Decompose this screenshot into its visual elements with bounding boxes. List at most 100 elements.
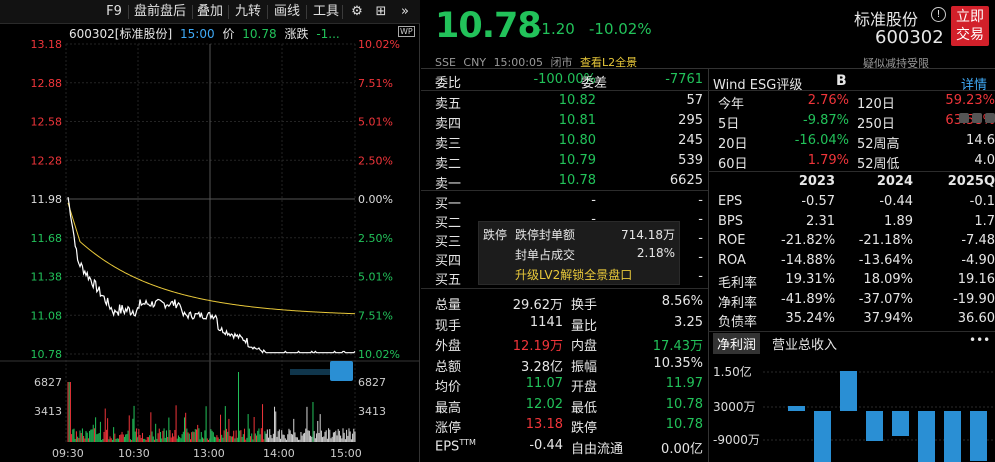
weicha-value: -7761 — [665, 72, 703, 87]
currency: CNY — [463, 56, 487, 69]
fin-value: -37.07% — [858, 291, 913, 307]
intraday-chart[interactable]: 13.18 10.02% 12.88 7.51% 12.58 5.01% 12.28 2.50… — [0, 24, 420, 462]
sell-volume: 6625 — [669, 173, 703, 188]
ttm-superscript: TTM — [459, 437, 476, 447]
sell-price: 10.80 — [558, 133, 596, 148]
pct-tick-label: 7.51% — [358, 309, 393, 322]
price-tick-label: 12.88 — [31, 77, 63, 90]
exchange: SSE — [435, 56, 456, 69]
stat-value-right: 10.35% — [653, 355, 703, 371]
fin-value: -0.1 — [969, 194, 995, 209]
stat-value: -0.44 — [529, 437, 563, 453]
perf-value: 2.76% — [807, 93, 849, 108]
tools-button[interactable]: 工具 — [312, 4, 339, 19]
plus-icon[interactable] — [985, 113, 995, 123]
chart-code: 600302[标准股份] — [69, 27, 173, 41]
price-tick-label: 11.08 — [31, 309, 63, 322]
chart-change-label: 涨跌 — [284, 27, 309, 41]
netprofit-bar — [840, 371, 857, 411]
sell-volume: 57 — [686, 93, 703, 108]
webi-label: 委比 — [435, 76, 462, 91]
esg-label: Wind ESG评级 — [713, 78, 803, 93]
fin-value: 37.94% — [863, 311, 913, 326]
settings-gear-icon[interactable]: ⚙ — [351, 4, 363, 19]
price-tick-label: 10.78 — [31, 348, 63, 361]
grid-icon[interactable]: ⊞ — [375, 4, 387, 19]
time-tick-label: 10:30 — [118, 447, 150, 460]
tab-net-profit[interactable]: 净利润 — [713, 333, 761, 354]
chart-toolbar: F9 盘前盘后 叠加 九转 画线 工具 ⚙ ⊞ » — [0, 0, 420, 24]
stat-value: 13.18 — [525, 417, 563, 432]
share-icon[interactable] — [959, 113, 969, 123]
fin-row-label: 负债率 — [718, 315, 758, 330]
limit-down-popup[interactable]: 跌停 跌停封单额 714.18万 封单占成交 2.18% 升级LV2解锁全景盘口 — [478, 221, 680, 285]
fin-value: -41.89% — [781, 291, 836, 307]
stat-label-right: 最低 — [571, 400, 598, 416]
f9-button[interactable]: F9 — [106, 4, 122, 19]
sell-price: 10.79 — [558, 153, 596, 168]
info-icon[interactable]: ! — [931, 7, 946, 22]
stock-code: 600302 — [875, 27, 944, 48]
fin-year-header: 2025Q — [947, 174, 995, 189]
trade-now-button[interactable]: 立即交易 — [951, 6, 989, 46]
perf-label: 60日 — [718, 157, 748, 172]
perf-value: -16.04% — [794, 133, 849, 148]
stat-label: 总量 — [435, 298, 462, 313]
l2-link[interactable]: 查看L2全景 — [579, 56, 638, 69]
buy-level-label: 买五 — [435, 273, 462, 288]
bell-icon[interactable] — [972, 113, 982, 123]
netprofit-bar — [892, 411, 909, 436]
sell-volume: 245 — [678, 133, 703, 148]
perf-value-right: 4.0 — [974, 153, 995, 168]
sell-level-label: 卖四 — [435, 117, 462, 132]
pct-tick-label: 2.50% — [358, 154, 393, 167]
perf-value: -9.87% — [803, 113, 849, 128]
price-tick-label: 11.98 — [31, 193, 63, 206]
stat-label: 涨停 — [435, 421, 462, 436]
premarket-button[interactable]: 盘前盘后 — [133, 4, 186, 19]
stat-label: 均价 — [435, 380, 462, 395]
netprofit-bar — [970, 411, 987, 461]
netprofit-more-icon[interactable]: ••• — [969, 333, 991, 347]
buy-level-label: 买三 — [435, 235, 462, 250]
price-change-pct: -10.02% — [589, 20, 652, 38]
perf-label-right: 120日 — [857, 97, 895, 112]
collapse-icon[interactable]: » — [401, 4, 409, 19]
fin-value: 1.7 — [974, 213, 995, 229]
volume-tick-label-right: 3413 — [358, 405, 386, 418]
tab-revenue[interactable]: 营业总收入 — [772, 338, 838, 353]
overlay-button[interactable]: 叠加 — [196, 4, 223, 19]
price-tick-label: 11.68 — [31, 232, 63, 245]
time-tick-label: 13:00 — [193, 447, 225, 460]
time-tick-label: 09:30 — [52, 447, 84, 460]
market-status: 闭市 — [550, 56, 573, 69]
nine-turn-button[interactable]: 九转 — [234, 4, 261, 19]
stat-label-right: 振幅 — [571, 359, 598, 375]
esg-detail-link[interactable]: 详情 — [961, 78, 988, 93]
netprofit-bar — [788, 406, 805, 411]
perf-side-icons — [959, 113, 995, 125]
stat-label-right: 内盘 — [571, 339, 598, 354]
sell-level-label: 卖三 — [435, 137, 462, 152]
chart-time: 15:00 — [180, 27, 215, 41]
seal-amount-value: 714.18万 — [621, 228, 675, 242]
stat-value-right: 3.25 — [674, 314, 703, 330]
chart-change: -1... — [316, 27, 340, 41]
wp-badge[interactable]: WP — [398, 26, 415, 37]
blue-marker-trail — [290, 369, 330, 375]
stat-value-right: 17.43万 — [652, 339, 703, 354]
fin-value: -0.57 — [801, 194, 835, 209]
fin-year-header: 2023 — [798, 174, 835, 189]
net-profit-chart: 1.50亿 3000万 -9000万 — [713, 364, 995, 462]
price-tick-label: 12.28 — [31, 154, 63, 167]
stat-label-right: 量比 — [571, 318, 598, 334]
draw-line-button[interactable]: 画线 — [273, 4, 300, 19]
stat-label-right: 开盘 — [571, 380, 598, 395]
buy-price: - — [591, 212, 596, 227]
upgrade-lv2-link[interactable]: 升级LV2解锁全景盘口 — [515, 268, 633, 282]
volume-bars — [67, 372, 356, 442]
buy-level-label: 买一 — [435, 197, 462, 212]
stat-label-right: 换手 — [571, 298, 598, 313]
seal-amount-label: 跌停封单额 — [515, 228, 576, 242]
fin-value: 1.89 — [884, 213, 913, 229]
